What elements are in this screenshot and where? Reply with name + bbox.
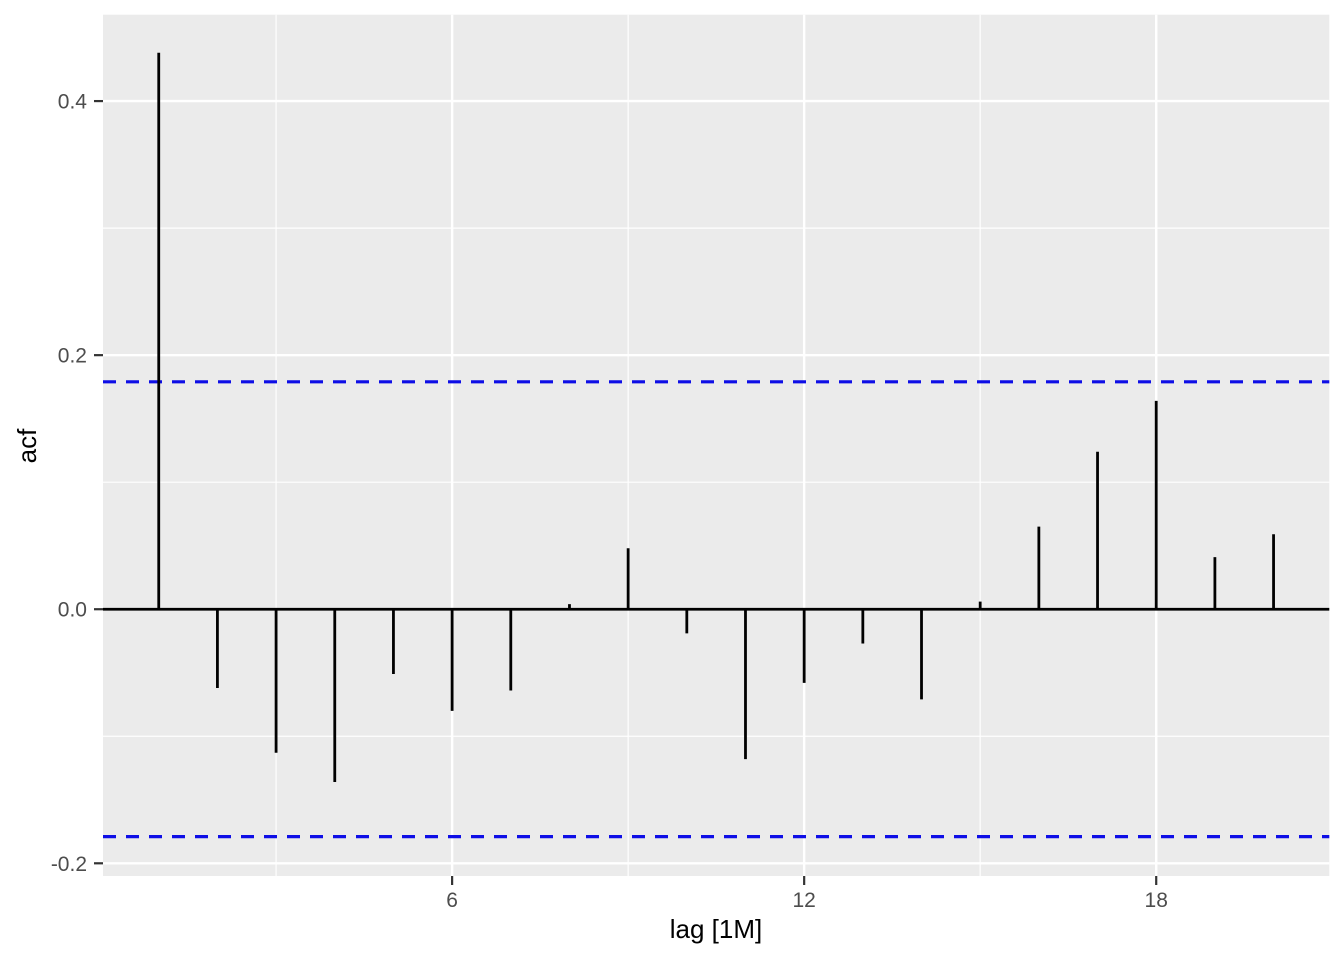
y-tick-label: 0.4 xyxy=(58,91,88,114)
y-tick-label: 0.2 xyxy=(58,345,87,368)
y-axis-title: acf xyxy=(12,428,42,463)
y-tick-label: 0.0 xyxy=(58,599,87,622)
x-tick-label: 12 xyxy=(792,889,815,912)
axes: -0.2 0.0 0.2 0.4 6 12 18 xyxy=(51,91,1168,912)
x-tick-label: 6 xyxy=(446,889,458,912)
x-axis-title: lag [1M] xyxy=(670,914,763,944)
y-tick-label: -0.2 xyxy=(51,853,87,876)
plot-panel xyxy=(103,14,1330,876)
x-tick-label: 18 xyxy=(1145,889,1168,912)
acf-series xyxy=(103,52,1330,839)
panel-background xyxy=(103,14,1330,876)
